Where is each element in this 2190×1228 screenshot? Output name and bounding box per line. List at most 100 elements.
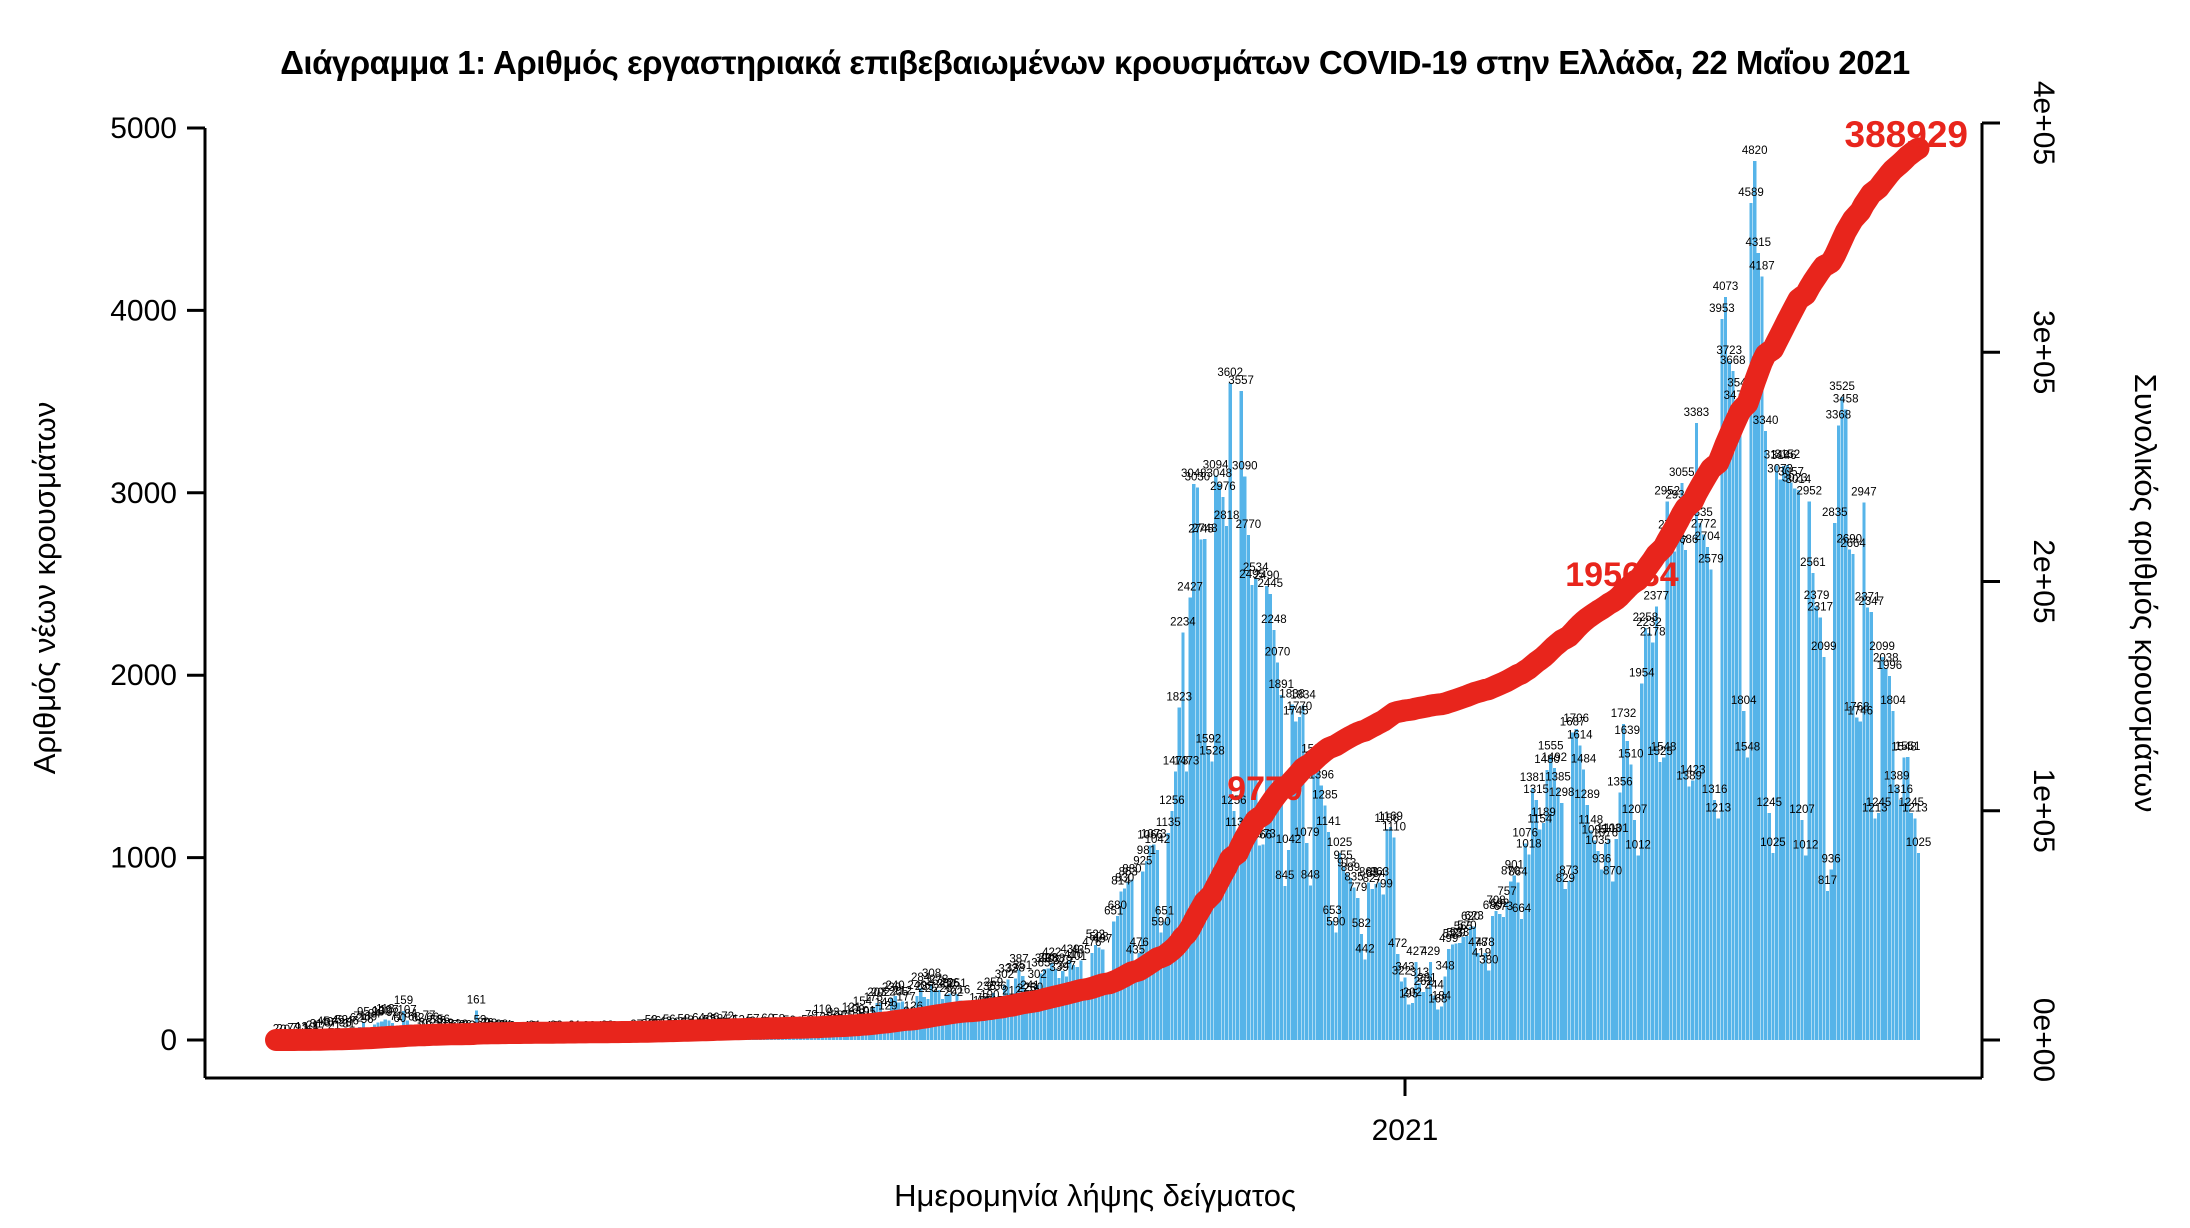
daily-bar [966, 1016, 970, 1040]
bar-value-label: 1169 [1378, 811, 1403, 823]
bar-value-label: 154 [853, 996, 873, 1008]
bar-value-label: 2664 [1840, 538, 1866, 550]
daily-bar [1235, 833, 1240, 1040]
bar-value-label: 2317 [1807, 601, 1833, 613]
daily-bar [1884, 668, 1888, 1040]
bar-value-label: 225 [918, 983, 937, 995]
daily-bar [1756, 252, 1760, 1040]
daily-bar [1585, 804, 1589, 1040]
daily-bar [1370, 889, 1374, 1040]
bar-value-label: 1035 [1585, 835, 1611, 847]
bar-value-label: 499 [1439, 933, 1458, 945]
bar-value-label: 205 [889, 987, 908, 999]
daily-bar [1177, 707, 1181, 1040]
daily-bar [1345, 873, 1349, 1040]
bar-value-label: 347 [1057, 961, 1076, 973]
bar-value-label: 3602 [1217, 367, 1243, 379]
bar-value-label: 2445 [1258, 578, 1284, 590]
daily-bar [1887, 675, 1892, 1040]
daily-bar [1731, 371, 1735, 1040]
bar-value-label: 379 [1053, 955, 1072, 967]
bar-value-label: 401 [1068, 951, 1087, 963]
bar-value-label: 863 [1359, 867, 1378, 879]
daily-bar [1024, 999, 1028, 1040]
daily-bar [1221, 497, 1225, 1040]
daily-bar [1381, 894, 1385, 1040]
bar-value-label: 1245 [1866, 797, 1892, 809]
bar-value-label: 3557 [1228, 375, 1254, 387]
bar-value-label: 1423 [1680, 764, 1706, 776]
daily-bar [1840, 397, 1844, 1040]
bar-value-label: 302 [995, 969, 1014, 981]
daily-bar [1676, 505, 1680, 1041]
bar-value-label: 1804 [1880, 695, 1906, 707]
bar-value-label: 1289 [1574, 789, 1600, 801]
daily-bar [1844, 409, 1848, 1040]
bar-value-label: 2579 [1698, 554, 1724, 566]
bar-value-label: 37 [324, 1017, 337, 1029]
bar-value-label: 3014 [1786, 474, 1812, 486]
daily-bar [1279, 695, 1283, 1040]
bar-value-label: 3146 [1771, 450, 1797, 462]
daily-bar [1352, 887, 1356, 1040]
daily-bar [1407, 1004, 1411, 1040]
bar-value-label: 1804 [1731, 695, 1757, 707]
bar-value-label: 533 [1450, 927, 1469, 939]
bar-value-label: 478 [1476, 937, 1495, 949]
daily-bar [1807, 501, 1811, 1041]
daily-bar [1724, 297, 1728, 1041]
bar-value-label: 348 [1436, 961, 1455, 973]
bar-value-label: 3368 [1826, 410, 1852, 422]
bar-value-label: 2952 [1654, 486, 1680, 498]
daily-bar [1181, 632, 1185, 1040]
daily-bar [1432, 995, 1436, 1040]
daily-bar [1195, 487, 1200, 1040]
bar-value-label: 1256 [1221, 795, 1247, 807]
daily-bar [1818, 617, 1822, 1040]
daily-bar [1341, 865, 1345, 1040]
bar-value-label: 708 [1487, 895, 1506, 907]
daily-bar [1418, 982, 1422, 1040]
daily-bar [1851, 554, 1855, 1040]
left-tick-label: 5000 [110, 112, 177, 145]
daily-bar [1825, 891, 1830, 1040]
daily-bar [1392, 837, 1396, 1040]
daily-bar [1490, 916, 1495, 1040]
bar-value-label: 936 [1822, 853, 1841, 865]
bar-value-label: 1298 [1549, 787, 1575, 799]
daily-bar [1458, 942, 1462, 1040]
daily-bar [1902, 757, 1906, 1040]
bar-value-label: 95 [357, 1007, 370, 1019]
daily-bar [1028, 996, 1032, 1040]
daily-bar [1447, 949, 1451, 1040]
daily-bar [1698, 522, 1702, 1040]
bar-value-label: 2561 [1800, 557, 1826, 569]
daily-bar [1745, 757, 1749, 1040]
bar-value-label: 69 [364, 1011, 377, 1023]
bar-value-label: 439 [1060, 944, 1079, 956]
bar-value-label: 107 [379, 1005, 398, 1017]
bar-value-label: 2748 [1192, 523, 1218, 535]
bar-value-label: 388 [1046, 953, 1065, 965]
daily-bar [1632, 819, 1637, 1040]
bar-value-label: 620 [1461, 911, 1480, 923]
daily-bar [1064, 976, 1068, 1040]
daily-bar [1611, 881, 1615, 1040]
daily-bar [970, 1022, 974, 1040]
bar-value-label: 1706 [1563, 713, 1589, 725]
bar-value-label: 1066 [1137, 830, 1163, 842]
daily-bar [1829, 869, 1833, 1040]
bar-value-label: 177 [897, 992, 916, 1004]
bar-value-label: 3094 [1203, 460, 1229, 472]
bar-value-label: 1996 [1877, 660, 1903, 672]
bar-value-label: 390 [1035, 953, 1054, 965]
daily-bar [1450, 944, 1454, 1040]
daily-bar [1425, 988, 1429, 1040]
daily-bar [1789, 482, 1793, 1040]
daily-bar [1687, 786, 1691, 1040]
bar-value-label: 873 [1559, 865, 1578, 877]
daily-bar [1057, 978, 1061, 1040]
bar-value-label: 2490 [1254, 570, 1280, 582]
bar-value-label: 302 [1028, 969, 1047, 981]
bar-value-label: 2818 [1214, 510, 1240, 522]
